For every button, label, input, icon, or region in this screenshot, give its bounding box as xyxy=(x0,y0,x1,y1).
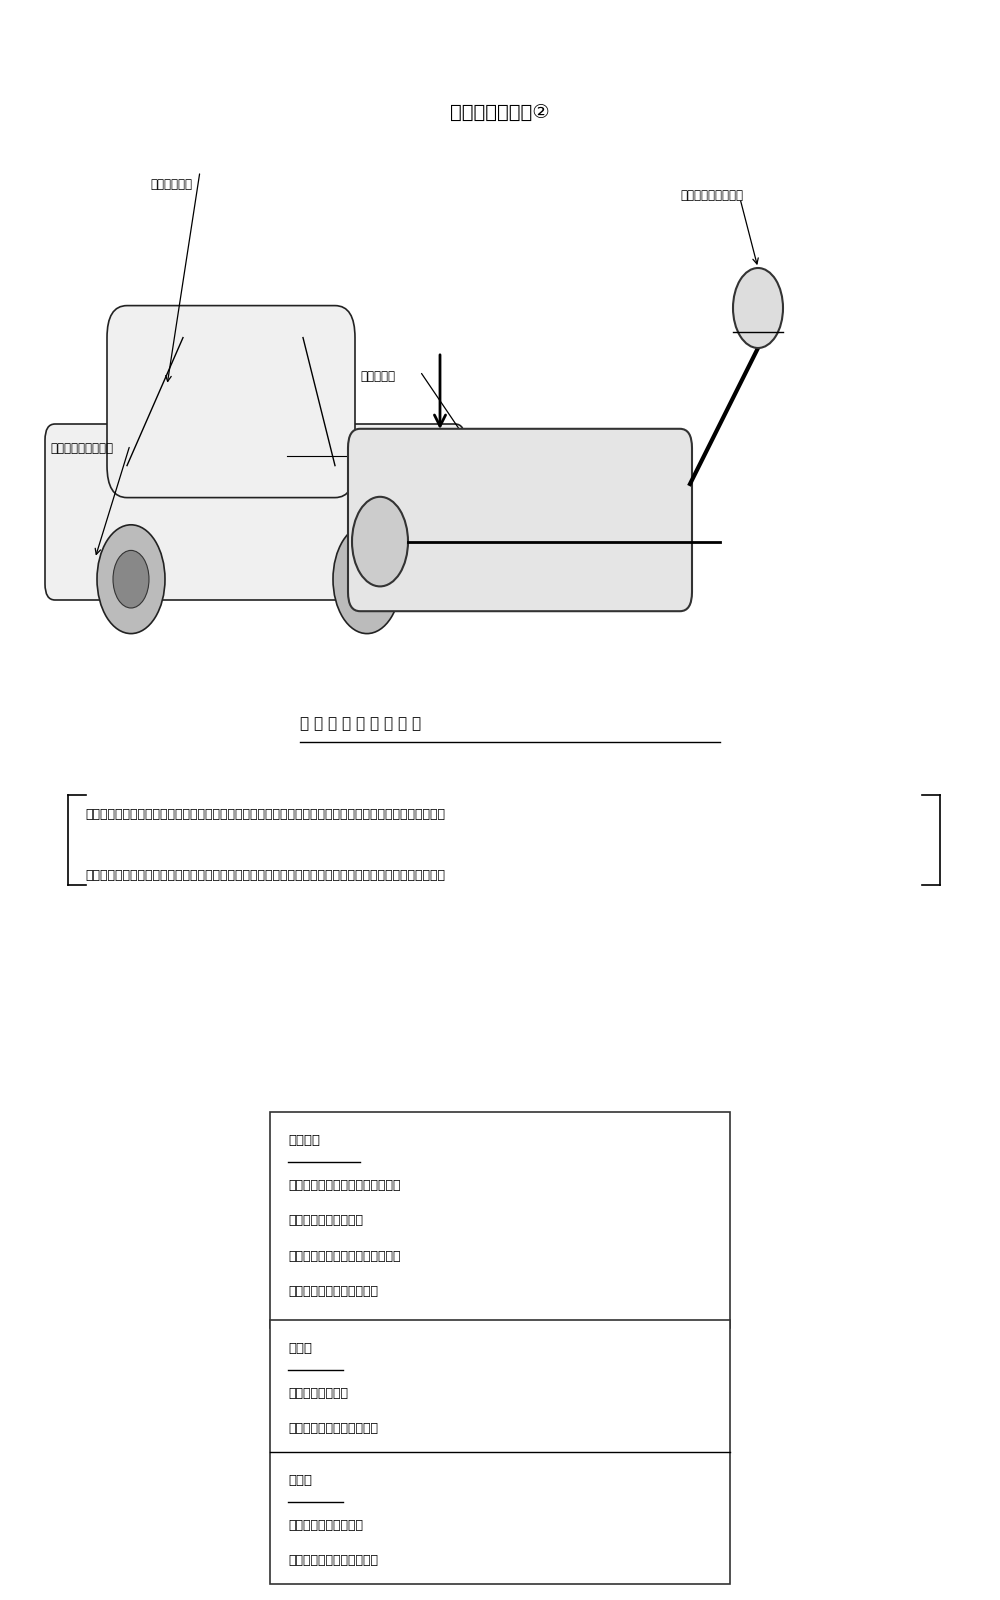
Text: 改善後: 改善後 xyxy=(288,1475,312,1488)
Text: を対策品と交換する。: を対策品と交換する。 xyxy=(288,1214,363,1227)
Text: 識別：キャップ下面が赤色: 識別：キャップ下面が赤色 xyxy=(288,1555,378,1568)
Text: 識別：キャップ下面が白色: 識別：キャップ下面が白色 xyxy=(288,1422,378,1435)
Circle shape xyxy=(333,525,401,634)
Text: 全車両点検し、給油口のキャップ: 全車両点検し、給油口のキャップ xyxy=(288,1179,401,1192)
Bar xyxy=(270,1320,730,1584)
Circle shape xyxy=(733,267,783,349)
FancyBboxPatch shape xyxy=(348,429,692,611)
Text: 燃料蒸発ガス用配管: 燃料蒸発ガス用配管 xyxy=(50,442,113,454)
Circle shape xyxy=(349,550,385,608)
Text: 燃料タンクの燃料配管系統が詰まった場合、使用条件により当該タンクの内圧が上昇して燃料タンクが変形: 燃料タンクの燃料配管系統が詰まった場合、使用条件により当該タンクの内圧が上昇して… xyxy=(85,808,445,821)
Text: 改善前: 改善前 xyxy=(288,1342,312,1355)
Text: 基 準 不 適 合 発 生 箇 所: 基 準 不 適 合 発 生 箇 所 xyxy=(300,715,421,731)
Text: プロペラシャフト: プロペラシャフト xyxy=(350,594,406,606)
Text: また、燃料タンクが干渉している: また、燃料タンクが干渉している xyxy=(288,1250,401,1262)
Circle shape xyxy=(97,525,165,634)
Circle shape xyxy=(352,498,408,587)
Text: 改善内容: 改善内容 xyxy=(288,1134,320,1147)
Circle shape xyxy=(113,550,149,608)
Text: 負圧弁付キャップ: 負圧弁付キャップ xyxy=(288,1387,348,1400)
Text: 燃料タンク: 燃料タンク xyxy=(360,370,395,382)
FancyBboxPatch shape xyxy=(107,306,355,498)
Text: ものは、良品と交換する。: ものは、良品と交換する。 xyxy=(288,1285,378,1298)
Bar xyxy=(270,1112,730,1328)
Text: 改善箇所説明図②: 改善箇所説明図② xyxy=(450,102,550,122)
Text: 正・負圧弁付キャップ: 正・負圧弁付キャップ xyxy=(288,1520,363,1533)
Text: し、最悪の場合、プロペラシャフトと接触して当該タンクが損傷し燃料が漏れ、火災に至るおそれがある。: し、最悪の場合、プロペラシャフトと接触して当該タンクが損傷し燃料が漏れ、火災に至… xyxy=(85,869,445,882)
Text: キャニスター: キャニスター xyxy=(150,178,192,190)
Text: 燃料タンクキャップ: 燃料タンクキャップ xyxy=(680,189,743,202)
FancyBboxPatch shape xyxy=(45,424,465,600)
